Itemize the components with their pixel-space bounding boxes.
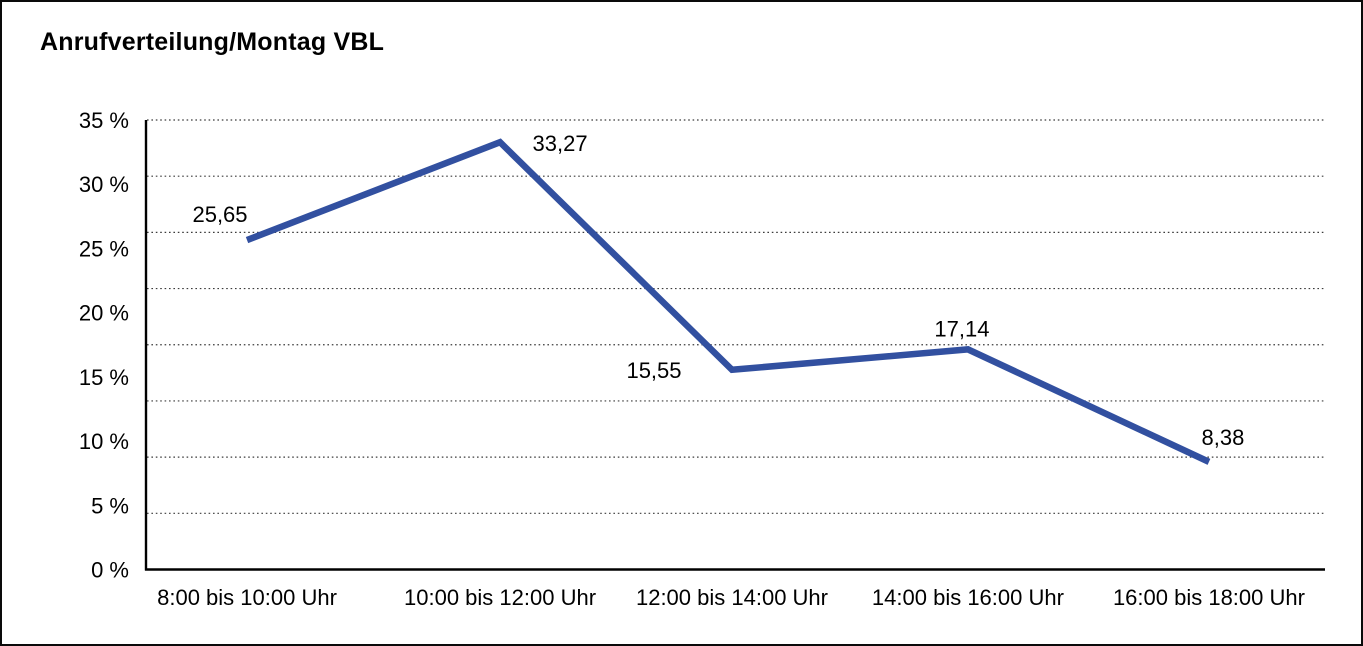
x-category-label: 10:00 bis 12:00 Uhr <box>404 585 596 610</box>
y-tick-label: 20 % <box>79 301 129 326</box>
point-label: 25,65 <box>192 202 247 227</box>
data-series-line <box>245 138 1211 465</box>
x-category-label: 12:00 bis 14:00 Uhr <box>636 585 828 610</box>
y-tick-label: 35 % <box>79 108 129 133</box>
y-tick-label: 10 % <box>79 429 129 454</box>
y-tick-label: 30 % <box>79 172 129 197</box>
point-label: 17,14 <box>934 316 989 341</box>
x-category-label: 16:00 bis 18:00 Uhr <box>1113 585 1305 610</box>
point-label: 15,55 <box>626 358 681 383</box>
x-category-label: 8:00 bis 10:00 Uhr <box>157 585 337 610</box>
y-tick-label: 15 % <box>79 365 129 390</box>
chart-title: Anrufverteilung/Montag VBL <box>40 28 385 56</box>
point-label: 33,27 <box>533 131 588 156</box>
y-tick-label: 5 % <box>91 493 129 518</box>
y-tick-label: 0 % <box>91 558 129 583</box>
y-tick-label: 25 % <box>79 236 129 261</box>
x-category-label: 14:00 bis 16:00 Uhr <box>872 585 1064 610</box>
point-label: 8,38 <box>1202 425 1245 450</box>
